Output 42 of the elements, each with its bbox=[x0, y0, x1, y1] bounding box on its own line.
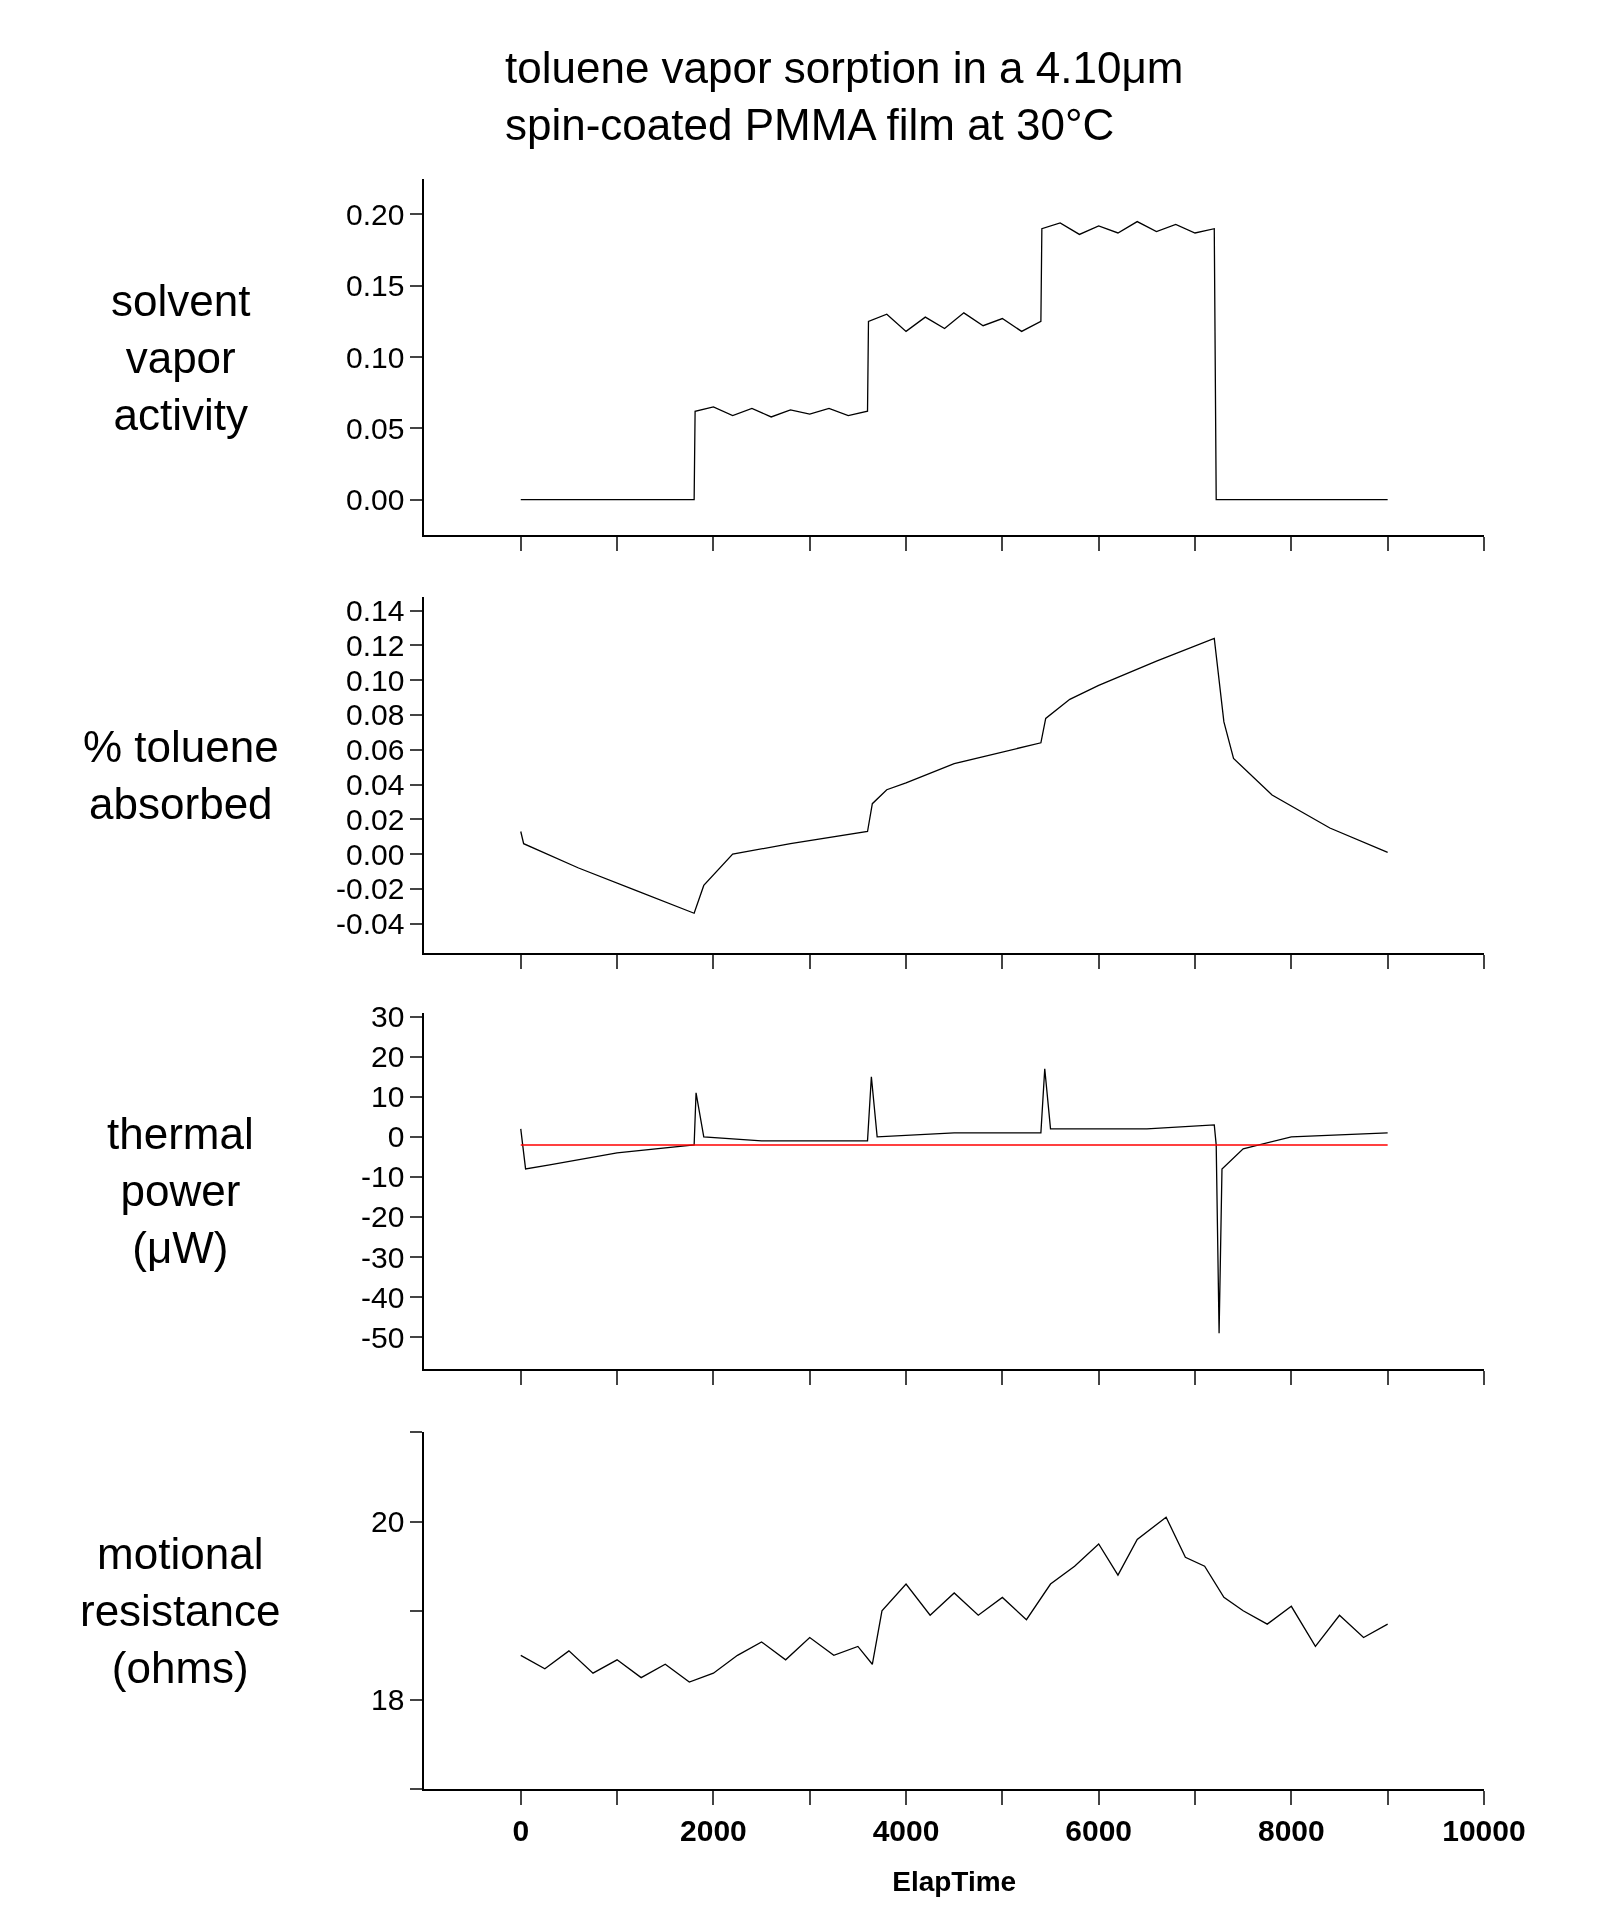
y-tick-label: 0.08 bbox=[346, 698, 405, 732]
x-tick-label: 8000 bbox=[1257, 1814, 1325, 1848]
y-tick-label: 10 bbox=[371, 1080, 405, 1114]
y-tick-label: -30 bbox=[361, 1240, 405, 1274]
y-tick-label: -0.02 bbox=[336, 872, 405, 906]
y-tick-label: 0.15 bbox=[346, 269, 405, 303]
y-tick-label: 0.02 bbox=[346, 802, 405, 836]
y-tick-label: 0.10 bbox=[346, 340, 405, 374]
y-tick-label: 0.05 bbox=[346, 411, 405, 445]
y-tick-label: 0.12 bbox=[346, 628, 405, 662]
line-series bbox=[520, 220, 1389, 501]
y-axis-title: solvent vapor activity bbox=[111, 276, 251, 440]
y-tick-label: -20 bbox=[361, 1200, 405, 1234]
line-series bbox=[520, 637, 1389, 914]
line-series bbox=[520, 1068, 1389, 1334]
y-tick-label: 20 bbox=[371, 1505, 405, 1539]
line-series bbox=[520, 1516, 1389, 1683]
y-tick-label: 0.10 bbox=[346, 663, 405, 697]
x-tick-label: 2000 bbox=[680, 1814, 747, 1848]
x-tick-label: 4000 bbox=[872, 1814, 940, 1848]
y-tick-label: -50 bbox=[361, 1320, 405, 1354]
y-tick-label: -40 bbox=[361, 1280, 405, 1314]
x-tick-label: 10000 bbox=[1442, 1814, 1526, 1848]
y-tick-label: 18 bbox=[371, 1683, 405, 1717]
y-tick-label: 0.14 bbox=[346, 594, 405, 628]
x-tick-label: 0 bbox=[512, 1814, 530, 1848]
chart-title: toluene vapor sorption in a 4.10μm spin-coated PMMA film at 30°C bbox=[505, 43, 1184, 150]
x-tick-label: 6000 bbox=[1065, 1814, 1133, 1848]
y-tick-label: 0.00 bbox=[346, 837, 405, 871]
x-axis-title: ElapTime bbox=[892, 1865, 1017, 1897]
y-axis-title: motional resistance (ohms) bbox=[80, 1529, 281, 1693]
y-axis-title: thermal power (μW) bbox=[107, 1109, 254, 1273]
y-tick-label: 30 bbox=[371, 1000, 405, 1034]
y-tick-label: 0.04 bbox=[346, 768, 405, 802]
y-tick-label: 0.06 bbox=[346, 733, 405, 767]
y-tick-label: -0.04 bbox=[336, 907, 405, 941]
y-tick-label: 0.20 bbox=[346, 197, 405, 231]
y-tick-label: 0.00 bbox=[346, 483, 405, 517]
y-axis-title: % toluene absorbed bbox=[83, 722, 279, 829]
y-tick-label: -10 bbox=[361, 1160, 405, 1194]
y-tick-label: 20 bbox=[371, 1040, 405, 1074]
y-tick-label: 0 bbox=[387, 1120, 405, 1154]
